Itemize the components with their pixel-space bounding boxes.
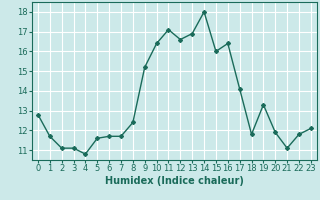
X-axis label: Humidex (Indice chaleur): Humidex (Indice chaleur) bbox=[105, 176, 244, 186]
